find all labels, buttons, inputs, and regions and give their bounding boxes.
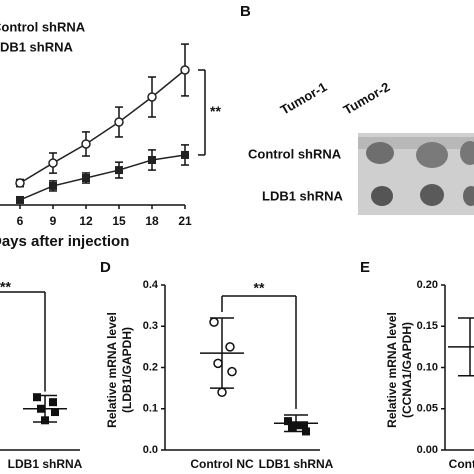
y-tick-label: 0.4 <box>143 279 159 291</box>
point <box>51 408 59 417</box>
x-tick-label: Control NC <box>190 457 254 471</box>
x-tick-label: 18 <box>145 214 159 228</box>
point <box>302 427 310 436</box>
point <box>148 156 156 164</box>
panel-label: E <box>360 259 370 276</box>
y-tick-label: 0.1 <box>143 403 158 415</box>
point <box>81 139 91 149</box>
point <box>147 92 157 102</box>
y-tick-label: 0.15 <box>417 320 438 332</box>
y-tick-label: 0.05 <box>417 403 438 415</box>
y-tick-label: 0.0 <box>143 444 158 456</box>
y-axis-label: Relative mRNA level <box>105 312 119 428</box>
row-label: Control shRNA <box>248 146 342 161</box>
x-tick-label: Control <box>449 457 474 471</box>
point <box>115 166 123 175</box>
x-tick-label: 12 <box>79 214 93 228</box>
point <box>227 366 237 377</box>
panel-label: D <box>100 259 111 276</box>
x-tick-label: 9 <box>50 214 57 228</box>
point <box>15 178 25 188</box>
point <box>300 421 308 430</box>
y-axis-label: (CCNA1/GAPDH) <box>400 322 414 418</box>
y-tick-label: 0.00 <box>417 444 438 456</box>
point <box>180 65 190 75</box>
point <box>209 317 219 327</box>
point <box>48 158 58 168</box>
legend-label: LDB1 shRNA <box>0 39 74 54</box>
x-tick-label: LDB1 shRNA <box>259 457 334 471</box>
y-tick-label: 0.2 <box>143 361 158 373</box>
panel-label: B <box>240 3 251 20</box>
row-label: LDB1 shRNA <box>262 188 344 203</box>
tumor-photo <box>358 133 474 215</box>
column-label: Tumor-1 <box>278 79 330 118</box>
legend-label: Control shRNA <box>0 19 86 34</box>
point <box>284 417 292 426</box>
point <box>181 150 189 159</box>
point <box>82 174 90 182</box>
significance: ** <box>210 103 221 119</box>
y-tick-label: 0.10 <box>417 361 438 373</box>
point <box>217 387 227 397</box>
point <box>49 181 57 190</box>
x-axis-label: Days after injection <box>0 233 129 250</box>
point <box>33 393 41 402</box>
point <box>225 342 235 352</box>
x-tick-label: LDB1 shRNA <box>8 457 83 471</box>
x-tick-label: 6 <box>17 214 24 228</box>
x-tick-label: 15 <box>112 214 126 228</box>
point <box>49 398 57 407</box>
significance: ** <box>0 279 11 295</box>
series-line <box>19 154 186 201</box>
series-line <box>19 69 186 184</box>
x-tick-label: 21 <box>178 214 192 228</box>
y-axis-label: (LDB1/GAPDH) <box>120 327 134 413</box>
y-axis-label: Relative mRNA level <box>385 312 399 428</box>
point <box>213 358 223 369</box>
y-tick-label: 0.3 <box>143 320 158 332</box>
y-tick-label: 0.20 <box>417 279 438 291</box>
significance: ** <box>254 280 265 296</box>
point <box>16 195 24 204</box>
column-label: Tumor-2 <box>341 79 393 118</box>
point <box>37 404 45 413</box>
point <box>292 421 300 430</box>
point <box>114 117 124 127</box>
point <box>41 416 49 425</box>
